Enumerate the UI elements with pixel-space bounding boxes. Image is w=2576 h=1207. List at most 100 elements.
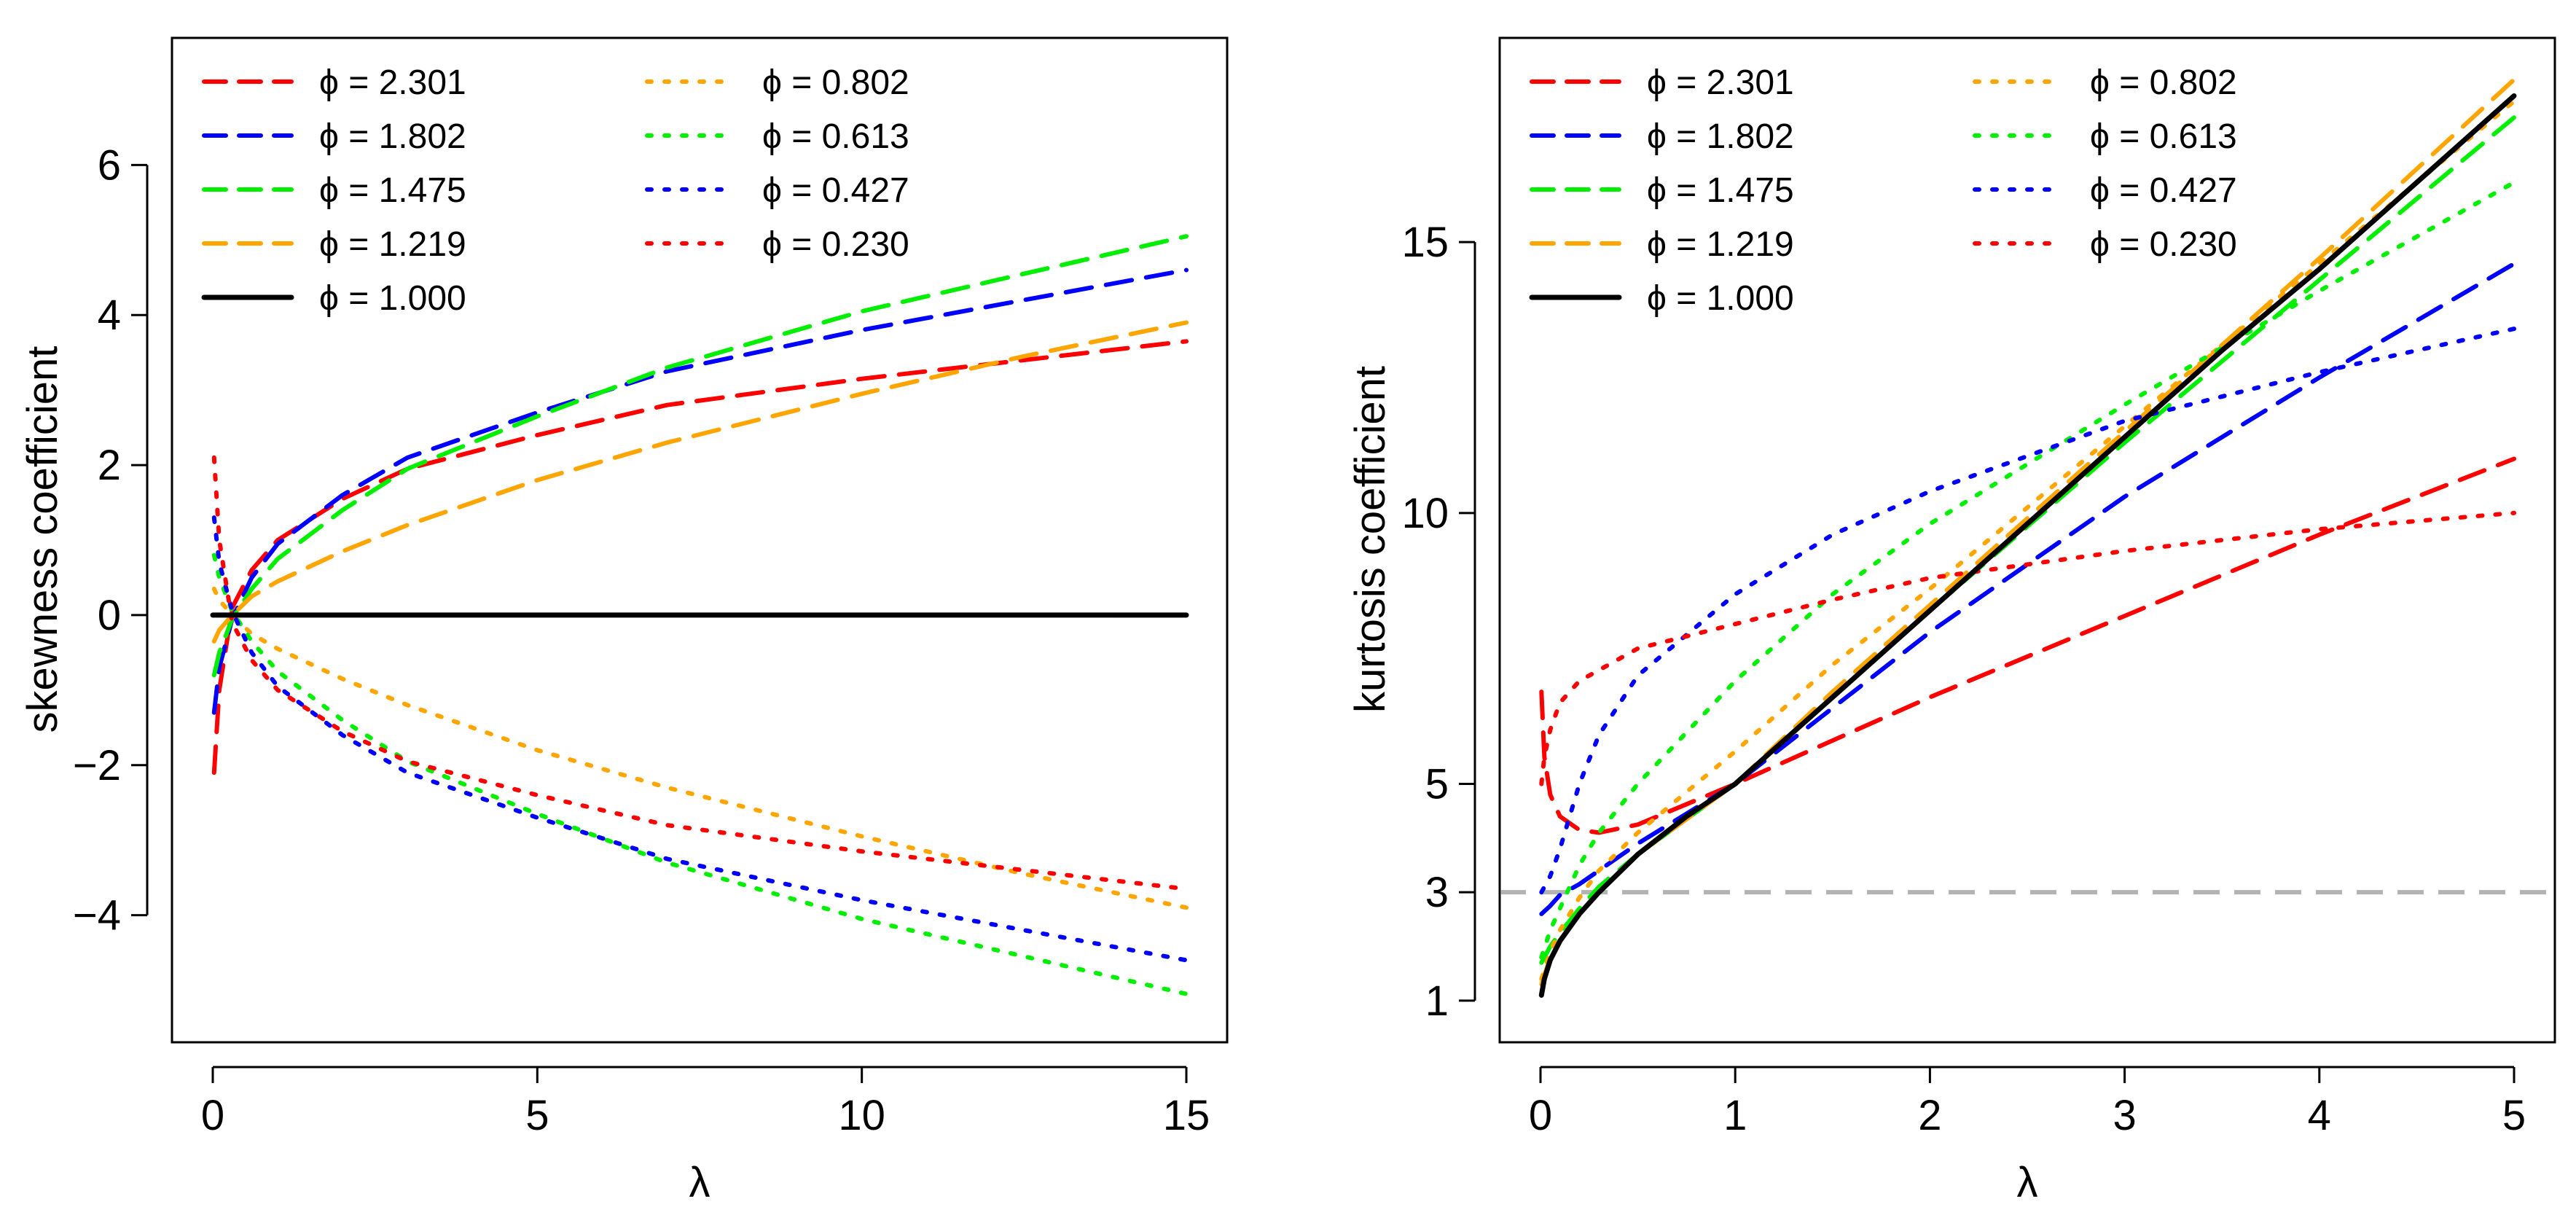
legend-phi-value: 1.475 bbox=[1707, 171, 1794, 210]
legend-phi-value: 1.000 bbox=[1707, 279, 1794, 318]
y-tick-label: 4 bbox=[98, 292, 121, 339]
legend-phi-symbol: ϕ = bbox=[762, 117, 822, 156]
series-line-phi-2-301 bbox=[1539, 456, 2516, 835]
x-tick-label: 0 bbox=[1529, 1092, 1552, 1139]
legend-item-phi-1-475: ϕ = 1.475 bbox=[1530, 171, 1794, 210]
legend-item-phi-1-000: ϕ = 1.000 bbox=[201, 279, 466, 318]
legend-item-phi-1-475: ϕ = 1.475 bbox=[202, 171, 466, 210]
legend-phi-symbol: ϕ = bbox=[762, 225, 822, 264]
legend-phi-symbol: ϕ = bbox=[1647, 171, 1707, 210]
kurtosis-panel: 0 1 2 3 4 5 1 3 5 10 15 λ kurtosis coefficient ϕ =… bbox=[1347, 36, 2556, 1206]
legend-phi-value: 1.219 bbox=[379, 225, 466, 264]
legend-item-phi-1-219: ϕ = 1.219 bbox=[1530, 225, 1794, 264]
right-x-axis-title: λ bbox=[2017, 1159, 2038, 1206]
legend-phi-symbol: ϕ = bbox=[319, 117, 379, 156]
series-line-phi-1-219 bbox=[211, 320, 1189, 644]
legend-phi-symbol: ϕ = bbox=[762, 63, 822, 102]
legend-phi-value: 1.475 bbox=[379, 171, 466, 210]
y-tick-label: −4 bbox=[73, 892, 121, 940]
legend-phi-value: 0.613 bbox=[2150, 117, 2237, 156]
series-line-phi-0-427 bbox=[211, 515, 1189, 963]
series-line-phi-0-613 bbox=[1539, 180, 2516, 960]
y-tick-label: 3 bbox=[1425, 869, 1449, 916]
legend-item-phi-0-427: ϕ = 0.427 bbox=[645, 171, 909, 210]
legend-label: ϕ = 1.802 bbox=[319, 117, 466, 156]
legend-label: ϕ = 0.230 bbox=[762, 225, 909, 264]
right-plot-area bbox=[1501, 77, 2553, 998]
legend-phi-symbol: ϕ = bbox=[2090, 117, 2150, 156]
right-plot-frame bbox=[1498, 36, 2556, 1044]
legend-phi-symbol: ϕ = bbox=[1647, 225, 1707, 264]
x-tick-label: 1 bbox=[1723, 1092, 1747, 1139]
legend-phi-symbol: ϕ = bbox=[2090, 171, 2150, 210]
x-tick-label: 4 bbox=[2308, 1092, 2331, 1139]
legend-phi-value: 0.230 bbox=[2150, 225, 2237, 264]
legend-label: ϕ = 1.475 bbox=[1647, 171, 1794, 210]
y-tick-label: 5 bbox=[1425, 761, 1449, 808]
series-line-phi-0-802 bbox=[211, 586, 1189, 910]
legend-label: ϕ = 0.802 bbox=[2090, 63, 2237, 102]
legend-phi-value: 2.301 bbox=[1707, 63, 1794, 102]
legend-label: ϕ = 1.802 bbox=[1647, 117, 1794, 156]
left-y-axis-title: skewness coefficient bbox=[19, 346, 66, 733]
x-tick-label: 10 bbox=[838, 1092, 885, 1139]
legend-label: ϕ = 1.219 bbox=[1647, 225, 1794, 264]
x-tick-label: 2 bbox=[1918, 1092, 1941, 1139]
legend-item-phi-0-427: ϕ = 0.427 bbox=[1973, 171, 2237, 210]
x-tick-label: 15 bbox=[1163, 1092, 1210, 1139]
legend-item-phi-0-613: ϕ = 0.613 bbox=[1973, 117, 2237, 156]
series-line-phi-0-613 bbox=[211, 552, 1189, 996]
series-line-phi-1-475 bbox=[211, 234, 1189, 678]
legend-label: ϕ = 0.230 bbox=[2090, 225, 2237, 264]
x-tick-label: 5 bbox=[2502, 1092, 2526, 1139]
legend-item-phi-0-230: ϕ = 0.230 bbox=[1973, 225, 2237, 264]
y-tick-label: 10 bbox=[1401, 490, 1449, 537]
legend-phi-symbol: ϕ = bbox=[319, 279, 379, 318]
legend-item-phi-0-613: ϕ = 0.613 bbox=[645, 117, 909, 156]
legend-item-phi-1-802: ϕ = 1.802 bbox=[1530, 117, 1794, 156]
legend-label: ϕ = 1.000 bbox=[319, 279, 466, 318]
legend-phi-value: 0.802 bbox=[2150, 63, 2237, 102]
legend-phi-symbol: ϕ = bbox=[762, 171, 822, 210]
legend-phi-value: 1.000 bbox=[379, 279, 466, 318]
legend-item-phi-0-230: ϕ = 0.230 bbox=[645, 225, 909, 264]
legend-item-phi-0-802: ϕ = 0.802 bbox=[645, 63, 909, 102]
legend-item-phi-2-301: ϕ = 2.301 bbox=[202, 63, 466, 102]
legend-label: ϕ = 1.475 bbox=[319, 171, 466, 210]
legend-label: ϕ = 0.802 bbox=[762, 63, 909, 102]
legend-phi-symbol: ϕ = bbox=[1647, 279, 1707, 318]
legend-label: ϕ = 0.427 bbox=[2090, 171, 2237, 210]
right-axes: 0 1 2 3 4 5 1 3 5 10 15 bbox=[1401, 219, 2526, 1139]
legend-phi-value: 2.301 bbox=[379, 63, 466, 102]
legend-phi-symbol: ϕ = bbox=[319, 171, 379, 210]
legend-item-phi-1-802: ϕ = 1.802 bbox=[202, 117, 466, 156]
legend-label: ϕ = 0.613 bbox=[2090, 117, 2237, 156]
series-line-phi-0-230 bbox=[211, 455, 1189, 891]
legend-phi-symbol: ϕ = bbox=[319, 63, 379, 102]
legend-item-phi-1-219: ϕ = 1.219 bbox=[202, 225, 466, 264]
left-axes: 0 5 10 15 −4 −2 0 2 4 6 bbox=[73, 141, 1210, 1139]
legend-phi-value: 0.427 bbox=[822, 171, 909, 210]
legend-label: ϕ = 2.301 bbox=[1647, 63, 1794, 102]
legend-phi-value: 0.802 bbox=[822, 63, 909, 102]
series-line-phi-0-427 bbox=[1539, 327, 2516, 895]
legend-phi-symbol: ϕ = bbox=[2090, 63, 2150, 102]
legend-phi-symbol: ϕ = bbox=[319, 225, 379, 264]
series-line-phi-1-219 bbox=[1539, 77, 2516, 987]
legend-item-phi-2-301: ϕ = 2.301 bbox=[1530, 63, 1794, 102]
x-tick-label: 0 bbox=[201, 1092, 224, 1139]
legend-label: ϕ = 1.000 bbox=[1647, 279, 1794, 318]
legend-label: ϕ = 2.301 bbox=[319, 63, 466, 102]
legend-phi-value: 0.613 bbox=[822, 117, 909, 156]
x-tick-label: 3 bbox=[2113, 1092, 2136, 1139]
series-line-phi-1-000 bbox=[1538, 93, 2517, 998]
legend-phi-value: 1.802 bbox=[379, 117, 466, 156]
left-plot-frame bbox=[171, 36, 1229, 1044]
y-tick-label: 0 bbox=[98, 592, 121, 639]
legend-phi-symbol: ϕ = bbox=[1647, 117, 1707, 156]
legend-phi-value: 1.219 bbox=[1707, 225, 1794, 264]
left-x-axis-title: λ bbox=[689, 1159, 710, 1206]
